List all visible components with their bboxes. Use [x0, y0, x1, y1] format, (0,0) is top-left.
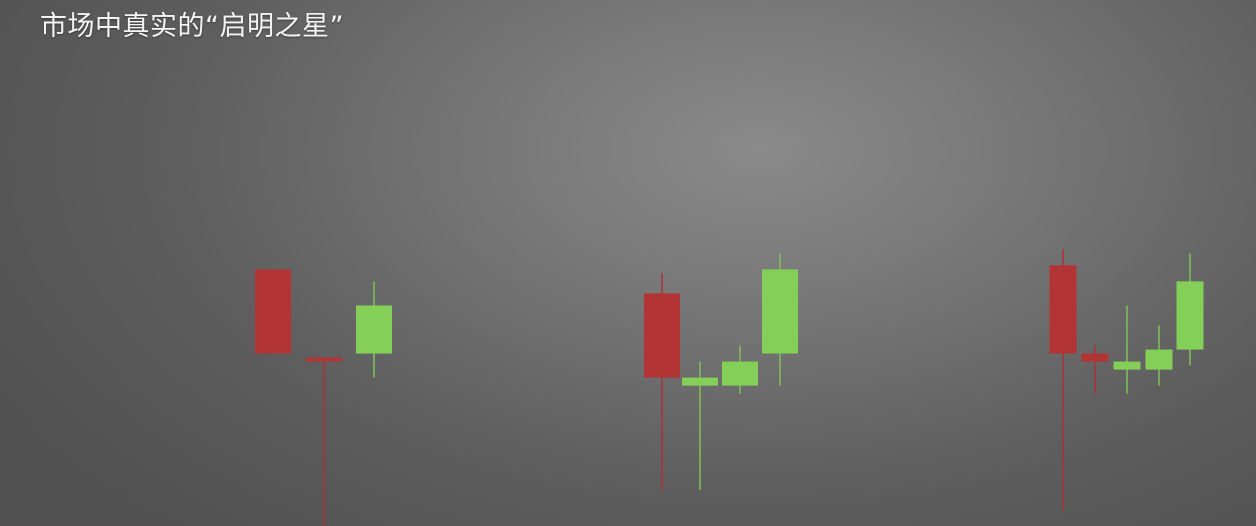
candle-body-bull — [1113, 361, 1141, 370]
candle-body-bear — [255, 269, 291, 354]
candlestick-group-2 — [644, 253, 798, 490]
candle-body-bull — [722, 361, 758, 386]
candlestick-group-1 — [255, 269, 392, 526]
candle-body-bull — [762, 269, 798, 354]
candle-body-bear — [1049, 265, 1077, 354]
candle-body-bull — [1145, 349, 1173, 370]
candle-body-bear — [306, 357, 342, 362]
candle-body-bull — [682, 377, 718, 386]
candle-body-bull — [1176, 281, 1204, 350]
slide-title: 市场中真实的“启明之星” — [40, 11, 344, 42]
candle-body-bear — [1081, 353, 1109, 362]
candlestick-group-3 — [1049, 249, 1204, 510]
candle-body-bull — [356, 305, 392, 354]
candle-body-bear — [644, 293, 680, 378]
